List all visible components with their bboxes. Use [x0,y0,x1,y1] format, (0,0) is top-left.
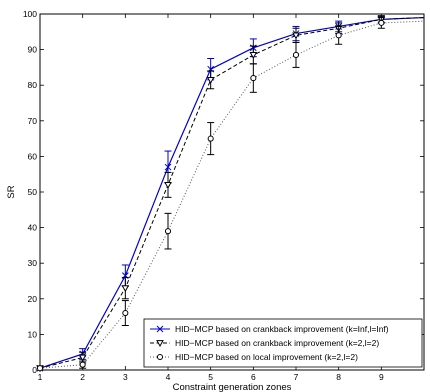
x-tick-label: 4 [166,372,171,382]
series-3 [36,17,425,372]
x-tick-label: 8 [336,372,341,382]
data-point-marker [249,52,258,59]
legend-item: HID−MCP based on local improvement (k=2,… [150,352,358,362]
x-tick-label: 5 [208,372,213,382]
marker-stroke [164,163,172,171]
y-axis-label: SR [6,185,17,198]
data-point-marker [156,325,164,333]
series-1 [36,15,425,372]
data-point-marker [292,32,300,40]
legend-item: HID−MCP based on crankback improvement (… [150,338,379,348]
y-tick-label: 70 [28,116,38,126]
plot-frame [39,13,425,371]
y-tick-label: 0 [32,365,37,375]
legend-box [143,318,423,368]
x-tick-label: 3 [123,372,128,382]
y-tick-label: 40 [28,223,38,233]
legend-label: HID−MCP based on local improvement (k=2,… [175,352,358,362]
series-line [39,20,425,369]
data-point-marker [156,353,164,361]
series-2 [36,15,425,373]
data-point-marker [378,19,385,26]
series-group [36,15,425,373]
data-point-marker [164,163,172,171]
data-point-marker [250,75,257,82]
data-point-marker [164,181,172,189]
y-tick-label: 50 [28,187,38,197]
data-point-marker [292,51,300,58]
y-tick-label: 100 [23,9,37,19]
x-axis-label: Constraint generation zones [173,382,292,392]
legend-item: HID−MCP based on crankback improvement (… [150,324,389,334]
y-tick-label: 90 [28,45,38,55]
axes-group: 0 10 20 30 40 50 60 70 80 90 100 1 2 3 4 5 6 7 8 9 Constrain… [6,9,425,392]
series-line [39,16,425,369]
data-point-marker [121,285,130,293]
x-tick-label: 2 [80,372,85,382]
y-tick-label: 30 [28,258,38,268]
data-point-marker [79,361,86,368]
data-point-marker [36,365,44,372]
x-tick-label: 1 [38,372,43,382]
legend-label: HID−MCP based on crankback improvement (… [175,338,379,348]
y-tick-label: 20 [28,294,38,304]
y-tick-label: 80 [28,80,38,90]
data-point-marker [206,76,215,84]
data-point-marker [122,309,129,317]
legend: HID−MCP based on crankback improvement (… [143,318,423,368]
legend-label: HID−MCP based on crankback improvement (… [175,324,389,334]
y-tick-label: 60 [28,151,38,161]
data-point-marker [207,135,214,142]
data-point-marker [335,32,342,39]
data-point-marker [156,340,164,348]
x-tick-label: 9 [379,372,384,382]
y-tick-label: 10 [28,329,38,339]
data-point-marker [78,354,87,362]
x-tick-label: 6 [251,372,256,382]
series-line [39,17,425,369]
marker-stroke [156,325,164,333]
x-tick-label: 7 [294,372,299,382]
data-point-marker [164,228,172,235]
